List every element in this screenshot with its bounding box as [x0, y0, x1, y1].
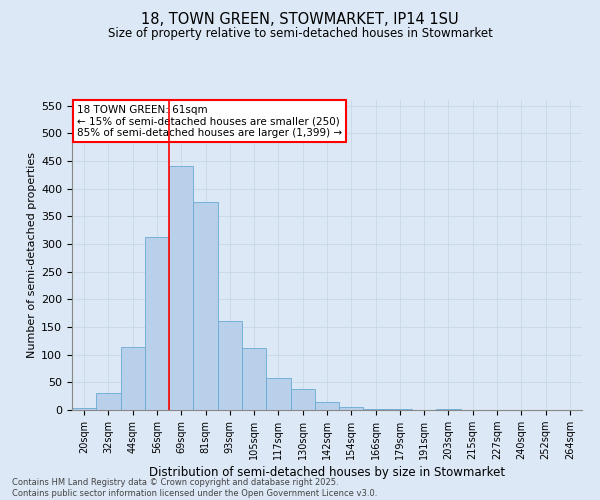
Text: Size of property relative to semi-detached houses in Stowmarket: Size of property relative to semi-detach… [107, 28, 493, 40]
Text: 18, TOWN GREEN, STOWMARKET, IP14 1SU: 18, TOWN GREEN, STOWMARKET, IP14 1SU [141, 12, 459, 28]
Bar [121, 348, 145, 410]
Bar [339, 407, 364, 410]
Bar [72, 408, 96, 410]
Text: Contains HM Land Registry data © Crown copyright and database right 2025.
Contai: Contains HM Land Registry data © Crown c… [12, 478, 377, 498]
Y-axis label: Number of semi-detached properties: Number of semi-detached properties [27, 152, 37, 358]
Bar [193, 202, 218, 410]
Bar [266, 378, 290, 410]
Bar [242, 348, 266, 410]
Bar [169, 166, 193, 410]
Bar [218, 322, 242, 410]
Bar [290, 389, 315, 410]
Text: 18 TOWN GREEN: 61sqm
← 15% of semi-detached houses are smaller (250)
85% of semi: 18 TOWN GREEN: 61sqm ← 15% of semi-detac… [77, 104, 342, 138]
Bar [364, 409, 388, 410]
X-axis label: Distribution of semi-detached houses by size in Stowmarket: Distribution of semi-detached houses by … [149, 466, 505, 479]
Bar [96, 394, 121, 410]
Bar [315, 402, 339, 410]
Bar [145, 236, 169, 410]
